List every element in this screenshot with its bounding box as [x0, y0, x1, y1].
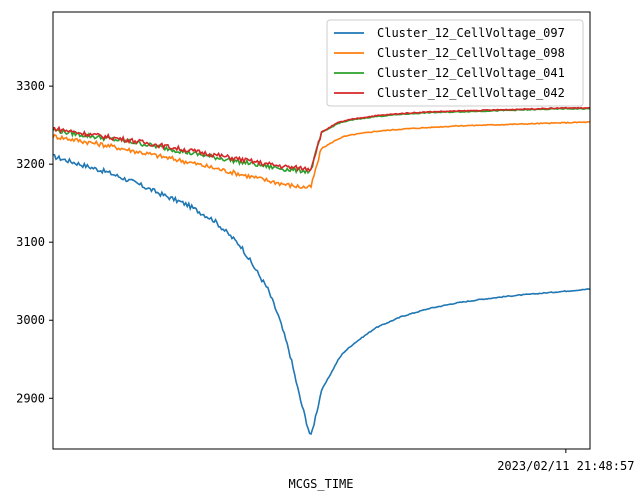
x-axis-title: MCGS_TIME [288, 477, 353, 491]
y-tick-label: 3100 [16, 235, 45, 249]
y-tick-label: 3300 [16, 79, 45, 93]
y-tick-label: 3200 [16, 157, 45, 171]
legend-label: Cluster_12_CellVoltage_042 [377, 86, 565, 100]
x-tick-label: 2023/02/11 21:48:57 [497, 459, 634, 473]
y-tick-label: 3000 [16, 313, 45, 327]
legend: Cluster_12_CellVoltage_097 Cluster_12_Cel… [326, 19, 584, 107]
series-layer [52, 106, 591, 435]
series-line-098 [52, 120, 591, 190]
y-axis: 2900 3000 3100 3200 3300 [16, 79, 53, 405]
legend-box [326, 19, 584, 107]
legend-label: Cluster_12_CellVoltage_041 [377, 66, 565, 80]
plot-area-frame [52, 11, 591, 450]
legend-label: Cluster_12_CellVoltage_098 [377, 46, 565, 60]
series-line-042 [52, 106, 591, 173]
x-axis: 2023/02/11 21:48:57 [497, 449, 634, 473]
series-line-097 [52, 153, 591, 435]
legend-label: Cluster_12_CellVoltage_097 [377, 26, 565, 40]
y-tick-label: 2900 [16, 391, 45, 405]
